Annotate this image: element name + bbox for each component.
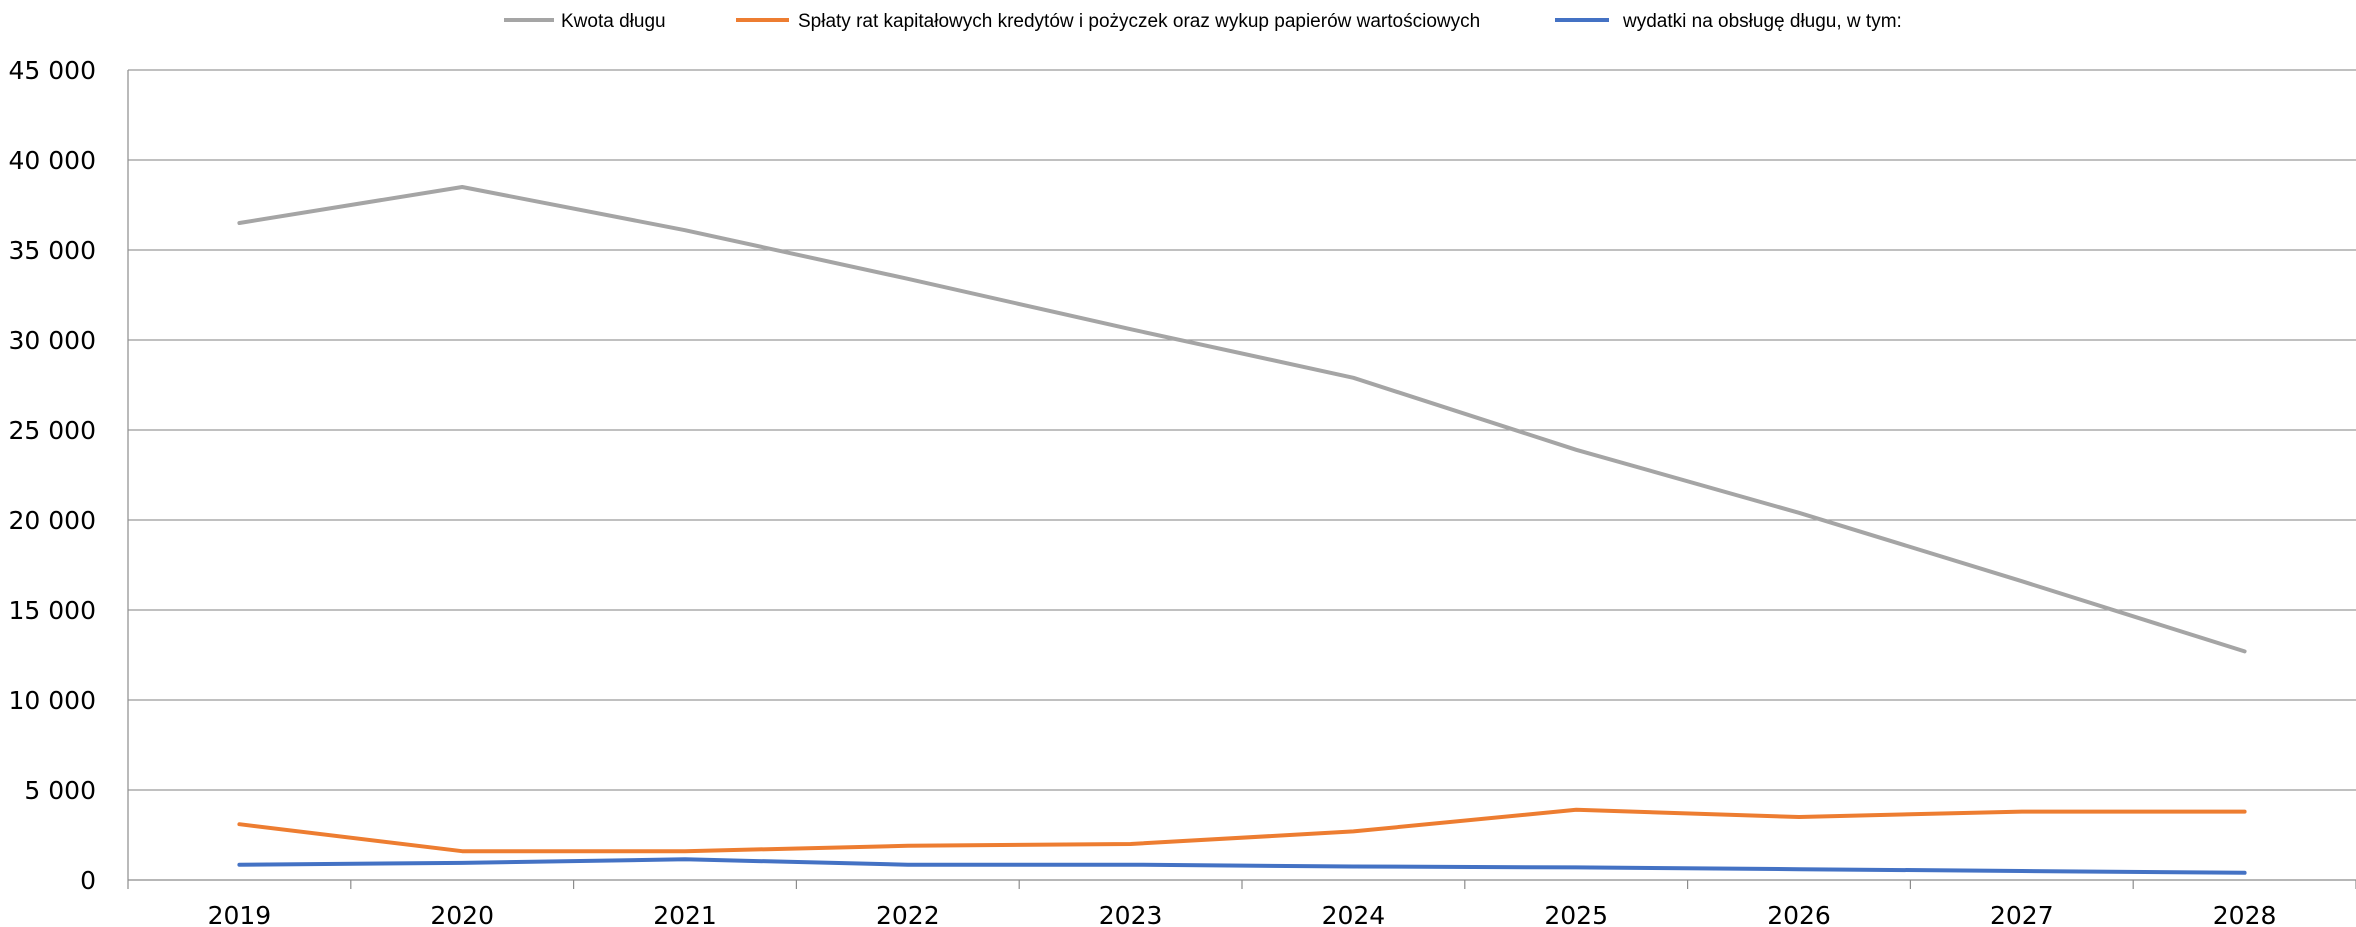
x-tick-label: 2022 bbox=[876, 901, 940, 927]
legend-label: Kwota długu bbox=[561, 11, 666, 32]
x-tick-label: 2025 bbox=[1544, 901, 1608, 927]
x-tick-label: 2028 bbox=[2213, 901, 2277, 927]
y-tick-label: 40 000 bbox=[9, 146, 96, 175]
y-tick-label: 20 000 bbox=[9, 506, 96, 535]
series-line-3 bbox=[237, 857, 2247, 875]
y-tick-label: 30 000 bbox=[9, 326, 96, 355]
legend: Kwota długu Spłaty rat kapitałowych kredy… bbox=[504, 11, 1902, 32]
x-tick-label: 2021 bbox=[653, 901, 717, 927]
y-tick-label: 10 000 bbox=[9, 686, 96, 715]
grid bbox=[128, 69, 2356, 791]
y-tick-label: 35 000 bbox=[9, 236, 96, 265]
legend-label: Spłaty rat kapitałowych kredytów i pożyc… bbox=[798, 11, 1480, 32]
x-tick-label: 2026 bbox=[1767, 901, 1831, 927]
legend-item-3: wydatki na obsługę długu, w tym: bbox=[1555, 11, 1902, 32]
y-tick-label: 15 000 bbox=[9, 596, 96, 625]
series-line-1 bbox=[237, 185, 2247, 654]
x-tick-label: 2027 bbox=[1990, 901, 2054, 927]
series-line-2 bbox=[237, 807, 2247, 854]
y-tick-label: 45 000 bbox=[9, 56, 96, 85]
x-tick-label: 2020 bbox=[430, 901, 494, 927]
y-tick-label: 25 000 bbox=[9, 416, 96, 445]
legend-item-1: Kwota długu bbox=[504, 11, 666, 32]
y-axis: 0 5 000 10 000 15 000 20 000 25 000 30 000 35 0… bbox=[9, 56, 96, 895]
legend-item-2: Spłaty rat kapitałowych kredytów i pożyc… bbox=[736, 11, 1480, 32]
series-lines bbox=[237, 185, 2247, 875]
legend-label: wydatki na obsługę długu, w tym: bbox=[1622, 11, 1902, 32]
x-tick-label: 2019 bbox=[208, 901, 272, 927]
x-tick-label: 2023 bbox=[1099, 901, 1163, 927]
y-tick-label: 5 000 bbox=[24, 776, 96, 805]
x-tick-label: 2024 bbox=[1322, 901, 1386, 927]
x-axis: 2019 2020 2021 2022 2023 2024 2025 2026 2027 2028 bbox=[127, 70, 2356, 927]
y-tick-label: 0 bbox=[80, 866, 96, 895]
